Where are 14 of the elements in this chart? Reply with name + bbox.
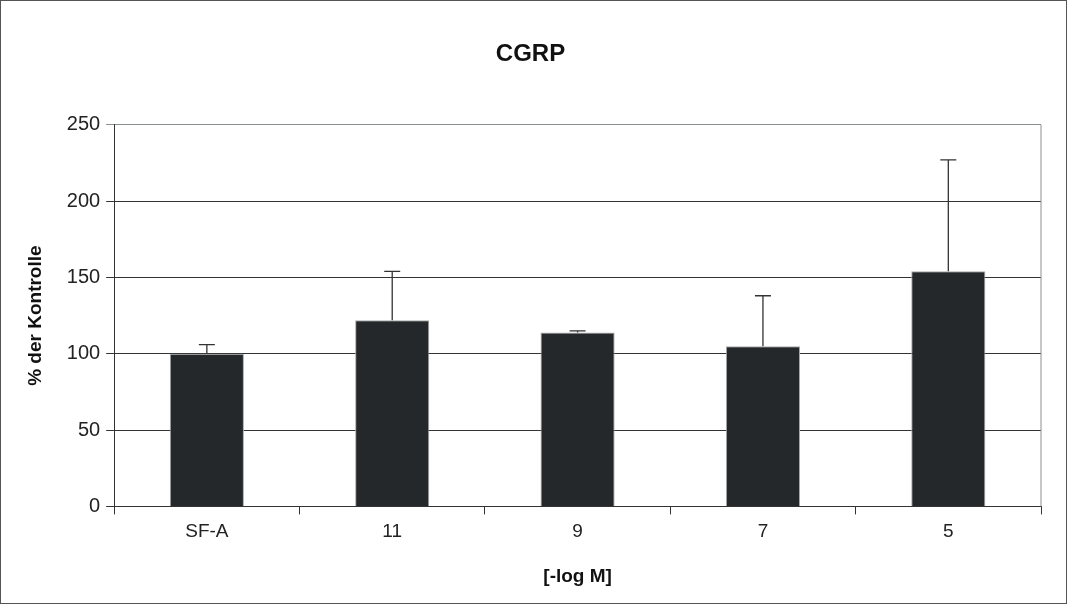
- y-tick-label: 100: [66, 341, 101, 364]
- x-tick-label: 7: [757, 520, 769, 542]
- y-tick-label: 250: [66, 112, 101, 135]
- y-tick-label: 0: [89, 493, 101, 516]
- chart-title: CGRP: [495, 39, 566, 67]
- y-tick-label: 50: [77, 417, 101, 440]
- x-tick-label: SF-A: [185, 520, 229, 542]
- x-tick-label: 9: [572, 520, 583, 542]
- x-axis-title: [-log M]: [543, 564, 612, 586]
- x-tick-label: 5: [943, 520, 954, 542]
- y-tick-label: 200: [66, 188, 101, 211]
- y-tick-label: 150: [66, 264, 101, 287]
- x-tick-label: 11: [382, 520, 403, 542]
- y-axis-title: % der Kontrolle: [23, 245, 45, 386]
